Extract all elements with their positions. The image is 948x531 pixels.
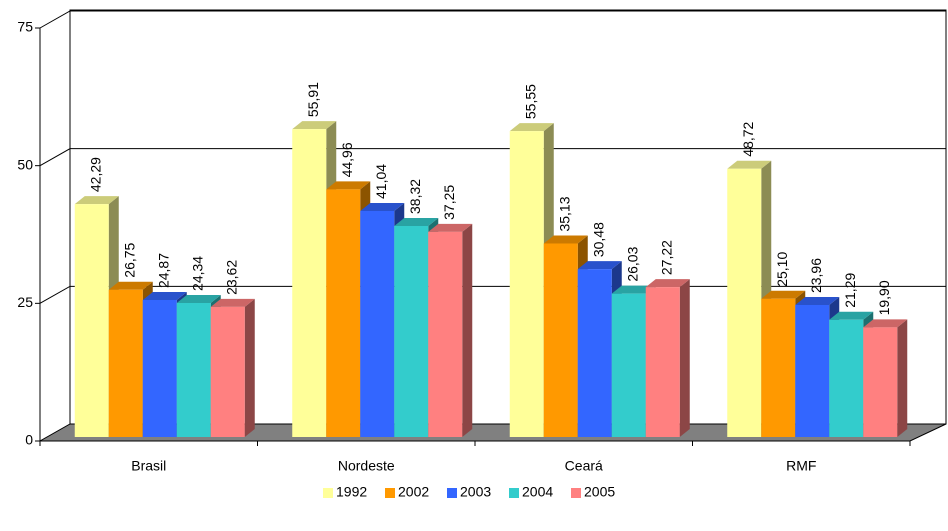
bar-face: [727, 160, 772, 169]
x-tick-label: Brasil: [131, 458, 166, 474]
bar-face: [108, 281, 153, 290]
bar-face: [645, 287, 680, 437]
bar-face: [326, 181, 371, 190]
x-tick-label: Nordeste: [338, 458, 395, 474]
x-tick-label: RMF: [786, 458, 816, 474]
bar-face: [394, 225, 429, 437]
bar-face: [611, 285, 656, 294]
data-label: 35,13: [556, 196, 572, 231]
bar-face: [176, 294, 221, 303]
bar-face: [795, 297, 840, 306]
data-label: 42,29: [87, 157, 103, 192]
data-label: 24,87: [155, 253, 171, 288]
bar-face: [509, 131, 544, 437]
bar-face: [577, 269, 612, 437]
bar-face: [611, 293, 646, 437]
legend-swatch: [509, 488, 519, 498]
bar-face: [142, 300, 177, 437]
bar-face: [210, 298, 255, 307]
legend-label: 2005: [584, 484, 615, 500]
bar-face: [829, 311, 874, 320]
data-label: 19,90: [876, 280, 892, 315]
x-tick-label: Ceará: [565, 458, 603, 474]
bar-face: [761, 298, 796, 437]
bar-face: [543, 235, 588, 244]
data-label: 24,34: [189, 256, 205, 291]
data-label: 37,25: [441, 185, 457, 220]
bar-face: [577, 261, 622, 270]
grid-line: [39, 10, 946, 29]
data-label: 48,72: [740, 121, 756, 156]
legend-swatch: [447, 488, 457, 498]
bar-face: [292, 121, 337, 130]
data-label: 25,10: [774, 252, 790, 287]
bar-face: [863, 319, 908, 328]
bar-face: [142, 292, 187, 301]
bar-face: [543, 243, 578, 437]
bar-face: [108, 289, 143, 437]
data-label: 55,91: [305, 82, 321, 117]
legend-label: 2002: [398, 484, 429, 500]
bar-face: [645, 279, 690, 288]
bar-face: [210, 306, 245, 437]
y-tick-label: 75: [17, 19, 33, 35]
data-label: 38,32: [407, 179, 423, 214]
y-tick-label: 25: [17, 294, 33, 310]
legend-label: 2004: [522, 484, 553, 500]
bar: [428, 223, 473, 437]
data-label: 23,62: [223, 260, 239, 295]
bar-face: [761, 290, 806, 299]
data-label: 27,22: [658, 240, 674, 275]
data-label: 21,29: [842, 273, 858, 308]
data-label: 23,96: [808, 258, 824, 293]
bar-face: [176, 302, 211, 437]
bar-face: [863, 327, 898, 437]
bar: [210, 298, 255, 437]
bar-face: [679, 279, 690, 437]
legend-swatch: [385, 488, 395, 498]
data-label: 55,55: [522, 84, 538, 119]
grid-line: [39, 148, 946, 167]
legend-swatch: [571, 488, 581, 498]
legend-label: 2003: [460, 484, 491, 500]
bar-face: [360, 211, 395, 437]
bar-face: [727, 168, 762, 437]
legend-swatch: [323, 488, 333, 498]
bar-face: [360, 203, 405, 212]
bar-face: [74, 196, 119, 205]
legend-label: 1992: [336, 484, 367, 500]
bar-face: [326, 189, 361, 437]
bar-face: [829, 319, 864, 437]
bar-face: [897, 319, 908, 437]
y-tick-label: 50: [17, 156, 33, 172]
bar-face: [394, 217, 439, 226]
y-tick-label: 0: [25, 432, 33, 448]
bar-face: [244, 298, 255, 437]
data-label: 26,03: [624, 246, 640, 281]
data-label: 30,48: [590, 222, 606, 257]
bar-face: [462, 223, 473, 437]
bar: [645, 279, 690, 437]
bar-face: [74, 204, 109, 437]
data-label: 44,96: [339, 142, 355, 177]
bar-face: [292, 129, 327, 438]
bar-face: [509, 123, 554, 132]
data-label: 26,75: [121, 242, 137, 277]
data-label: 41,04: [373, 164, 389, 199]
bar-face: [428, 231, 463, 437]
bar-face: [428, 223, 473, 232]
bar-face: [795, 305, 830, 437]
bar: [863, 319, 908, 437]
